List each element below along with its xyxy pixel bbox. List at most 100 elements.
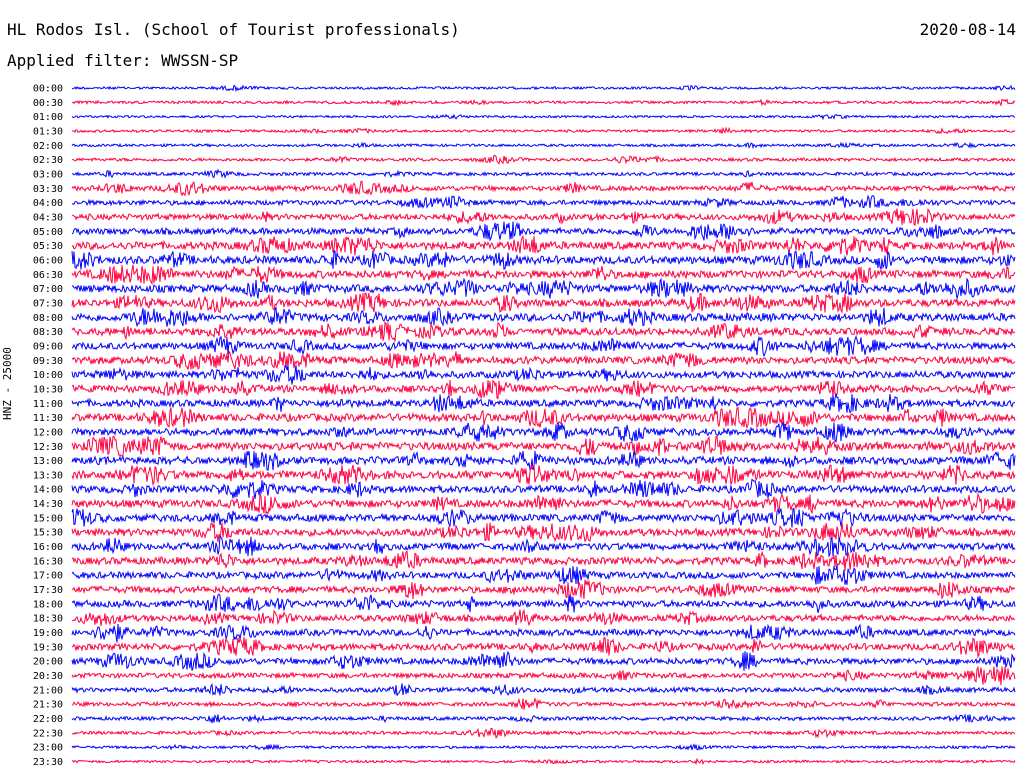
seismic-trace-1130	[71, 406, 1016, 430]
time-tick-label: 04:30	[33, 212, 63, 223]
time-tick-label: 20:00	[33, 657, 63, 668]
seismic-trace-0330	[71, 180, 1016, 197]
seismic-trace-1230	[71, 435, 1016, 457]
seismic-trace-1800	[71, 593, 1016, 613]
seismic-trace-2100	[71, 683, 1016, 696]
seismic-trace-1700	[71, 565, 1016, 585]
seismic-trace-1530	[71, 522, 1016, 543]
seismic-trace-1830	[71, 608, 1016, 627]
time-tick-label: 18:00	[33, 599, 63, 610]
time-tick-label: 09:30	[33, 356, 63, 367]
time-tick-label: 16:30	[33, 556, 63, 567]
time-tick-label: 14:30	[33, 499, 63, 510]
seismic-trace-0300	[72, 168, 1016, 179]
time-tick-label: 21:00	[33, 685, 63, 696]
time-tick-label: 08:00	[33, 313, 63, 324]
seismic-trace-0700	[72, 277, 1016, 299]
seismic-trace-0100	[71, 113, 1016, 121]
time-tick-label: 23:00	[33, 743, 63, 754]
time-tick-label: 11:00	[33, 399, 63, 410]
date-label: 2020-08-14	[919, 20, 1016, 39]
seismic-trace-0930	[71, 350, 1016, 370]
seismic-trace-0830	[71, 321, 1016, 342]
time-tick-label: 05:00	[33, 227, 63, 238]
time-tick-label: 21:30	[33, 700, 63, 711]
seismic-trace-2200	[71, 713, 1016, 724]
time-tick-label: 00:30	[33, 98, 63, 109]
time-tick-label: 22:30	[33, 728, 63, 739]
time-tick-label: 02:30	[33, 155, 63, 166]
seismic-trace-0000	[71, 84, 1016, 93]
seismic-trace-0430	[72, 208, 1016, 227]
time-tick-label: 12:30	[33, 442, 63, 453]
time-tick-label: 07:00	[33, 284, 63, 295]
time-tick-label: 22:00	[33, 714, 63, 725]
seismic-trace-0600	[71, 250, 1016, 271]
seismic-trace-1430	[71, 492, 1016, 515]
time-tick-label: 15:00	[33, 513, 63, 524]
seismic-trace-1930	[72, 636, 1016, 659]
station-title: HL Rodos Isl. (School of Tourist profess…	[7, 20, 460, 39]
time-tick-label: 04:00	[33, 198, 63, 209]
seismic-trace-0030	[71, 98, 1016, 107]
time-tick-label: 17:00	[33, 571, 63, 582]
seismic-trace-1500	[71, 507, 1016, 528]
seismic-trace-1400	[71, 478, 1016, 500]
seismic-trace-0130	[71, 126, 1016, 135]
seismic-trace-1600	[71, 536, 1016, 558]
time-tick-label: 01:30	[33, 126, 63, 137]
seismic-trace-2030	[71, 665, 1016, 686]
seismic-trace-2330	[71, 757, 1016, 766]
time-tick-label: 05:30	[33, 241, 63, 252]
time-tick-label: 18:30	[33, 614, 63, 625]
seismic-trace-0230	[71, 154, 1016, 165]
seismic-trace-0630	[71, 264, 1016, 286]
time-tick-label: 10:00	[33, 370, 63, 381]
seismic-trace-1000	[71, 364, 1016, 385]
seismic-trace-1100	[71, 392, 1016, 414]
seismic-trace-1300	[71, 450, 1016, 471]
seismic-trace-0730	[71, 292, 1016, 314]
time-tick-label: 17:30	[33, 585, 63, 596]
time-tick-label: 16:00	[33, 542, 63, 553]
seismic-trace-2000	[71, 650, 1016, 671]
filter-label: Applied filter: WWSSN-SP	[7, 51, 239, 70]
seismic-trace-0900	[71, 335, 1016, 358]
seismic-trace-0530	[71, 234, 1016, 256]
seismic-trace-1900	[71, 623, 1016, 643]
time-tick-label: 14:00	[33, 485, 63, 496]
seismic-trace-2300	[71, 743, 1016, 751]
time-tick-label: 06:00	[33, 255, 63, 266]
seismic-trace-0400	[71, 194, 1016, 209]
seismic-trace-1030	[71, 379, 1016, 400]
time-tick-label: 06:30	[33, 270, 63, 281]
seismic-trace-1200	[71, 421, 1016, 443]
time-tick-label: 10:30	[33, 384, 63, 395]
time-tick-label: 11:30	[33, 413, 63, 424]
seismic-trace-0500	[71, 221, 1016, 242]
time-tick-label: 15:30	[33, 528, 63, 539]
time-tick-label: 09:00	[33, 341, 63, 352]
seismic-trace-1330	[71, 463, 1016, 487]
time-tick-label: 13:30	[33, 470, 63, 481]
time-tick-label: 19:00	[33, 628, 63, 639]
time-tick-label: 02:00	[33, 141, 63, 152]
seismic-trace-1730	[71, 579, 1016, 600]
time-tick-label: 08:30	[33, 327, 63, 338]
time-tick-label: 23:30	[33, 757, 63, 768]
seismic-trace-0200	[71, 141, 1016, 150]
time-tick-label: 01:00	[33, 112, 63, 123]
time-tick-label: 03:30	[33, 184, 63, 195]
time-tick-label: 03:00	[33, 169, 63, 180]
seismic-trace-2230	[71, 727, 1016, 739]
seismic-trace-0800	[71, 305, 1016, 328]
time-tick-label: 13:00	[33, 456, 63, 467]
seismic-trace-2130	[71, 697, 1016, 710]
time-tick-label: 07:30	[33, 298, 63, 309]
seismic-trace-1630	[71, 549, 1016, 571]
time-tick-label: 00:00	[33, 84, 63, 95]
time-tick-label: 12:00	[33, 427, 63, 438]
time-tick-label: 19:30	[33, 642, 63, 653]
time-tick-label: 20:30	[33, 671, 63, 682]
